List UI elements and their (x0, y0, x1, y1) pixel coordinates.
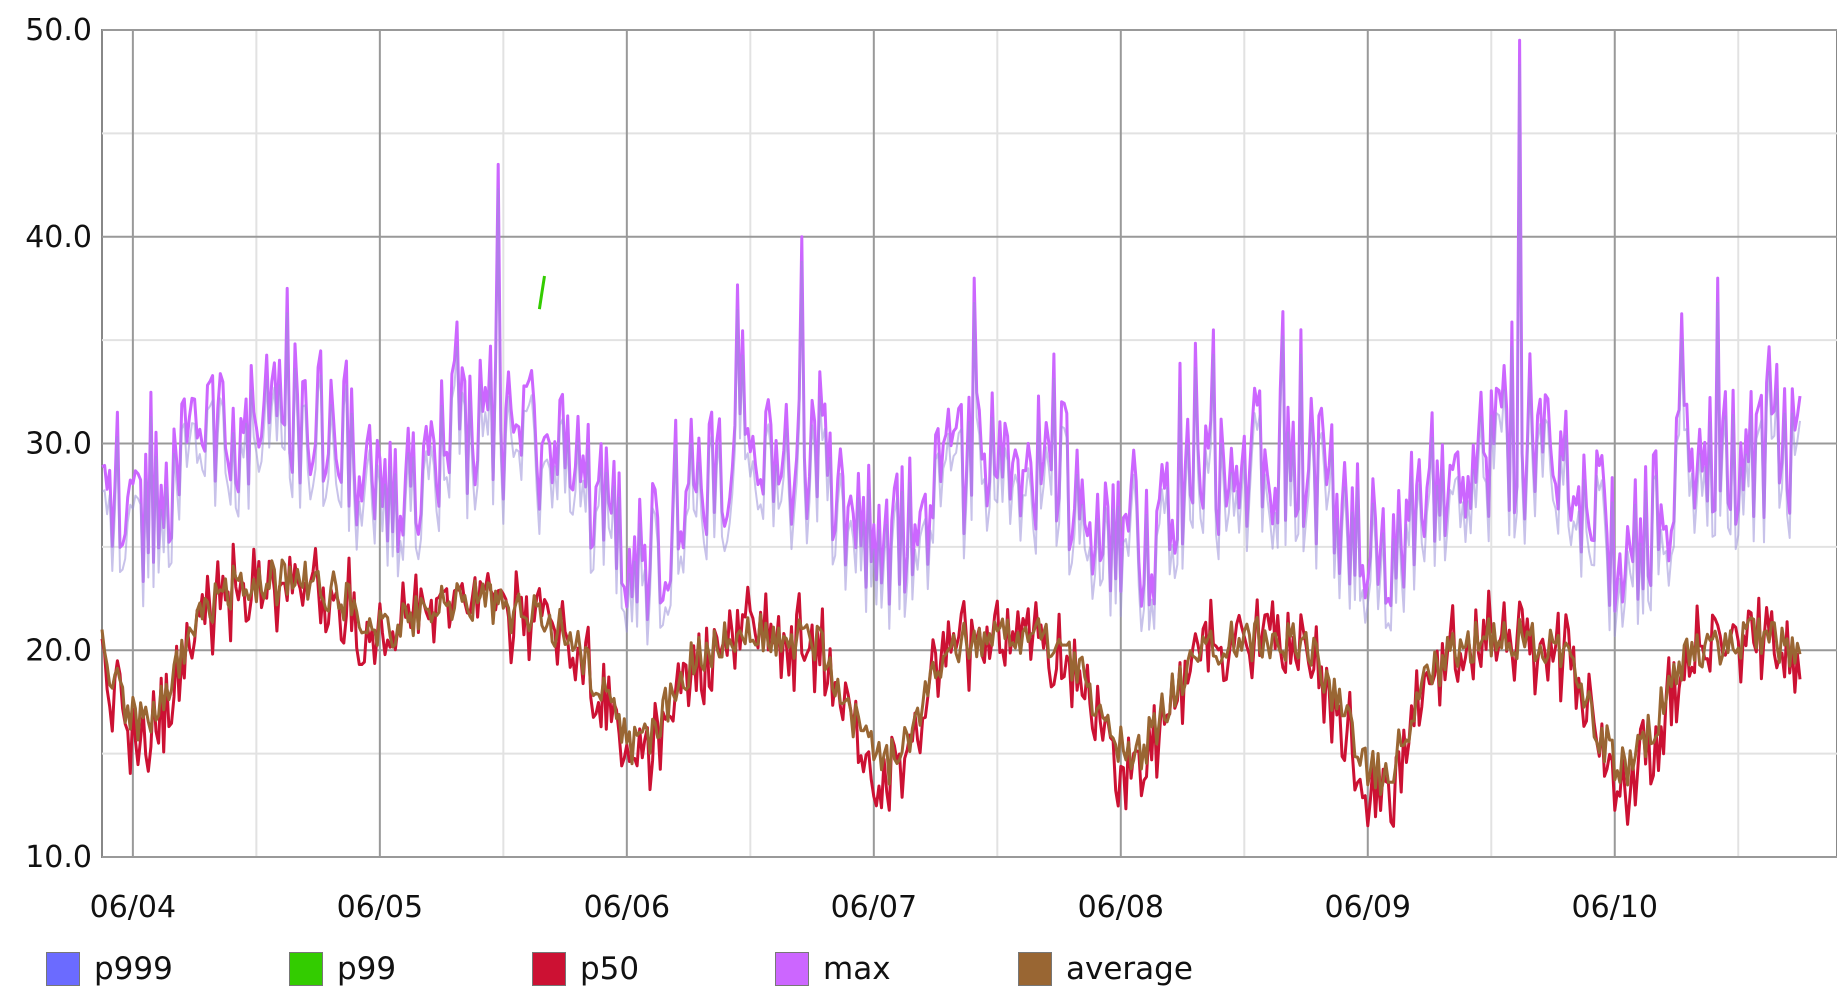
x-tick-label: 06/07 (831, 890, 917, 925)
legend-item-p999: p999 (46, 949, 173, 989)
series-layer (100, 38, 1802, 828)
legend-item-average: average (1018, 949, 1193, 989)
x-axis-ticks: 06/04 06/05 06/06 06/07 06/08 06/09 06/10 (90, 890, 1658, 925)
y-tick-label: 30.0 (25, 427, 92, 462)
x-tick-label: 06/10 (1572, 890, 1658, 925)
y-tick-label: 10.0 (25, 840, 92, 875)
legend-swatch (46, 952, 80, 986)
x-tick-label: 06/05 (337, 890, 423, 925)
latency-line-chart: 10.020.030.040.050.0 06/04 06/05 06/06 06/0… (25, 13, 1837, 925)
x-tick-label: 06/08 (1078, 890, 1164, 925)
y-tick-label: 40.0 (25, 220, 92, 255)
y-axis-ticks: 10.0 20.0 30.0 40.0 50.0 (25, 13, 92, 875)
legend-swatch (1018, 952, 1052, 986)
series-p999-line (101, 64, 1801, 646)
legend-label: p99 (337, 951, 397, 987)
legend-label: p999 (94, 951, 173, 987)
series-average-line (100, 558, 1802, 796)
y-tick-label: 20.0 (25, 633, 92, 668)
x-tick-label: 06/09 (1325, 890, 1411, 925)
legend-item-p50: p50 (532, 949, 639, 989)
legend-swatch (289, 952, 323, 986)
legend-item-p99: p99 (289, 949, 396, 989)
series-p99-line (537, 275, 546, 310)
legend-label: p50 (580, 951, 640, 987)
x-tick-label: 06/04 (90, 890, 176, 925)
y-tick-label: 50.0 (25, 13, 92, 48)
legend-label: average (1066, 951, 1193, 987)
legend: p999 p99 p50 max average (46, 949, 1826, 989)
legend-swatch (775, 952, 809, 986)
legend-item-max: max (775, 949, 891, 989)
legend-label: max (823, 951, 891, 987)
legend-swatch (532, 952, 566, 986)
x-tick-label: 06/06 (584, 890, 670, 925)
